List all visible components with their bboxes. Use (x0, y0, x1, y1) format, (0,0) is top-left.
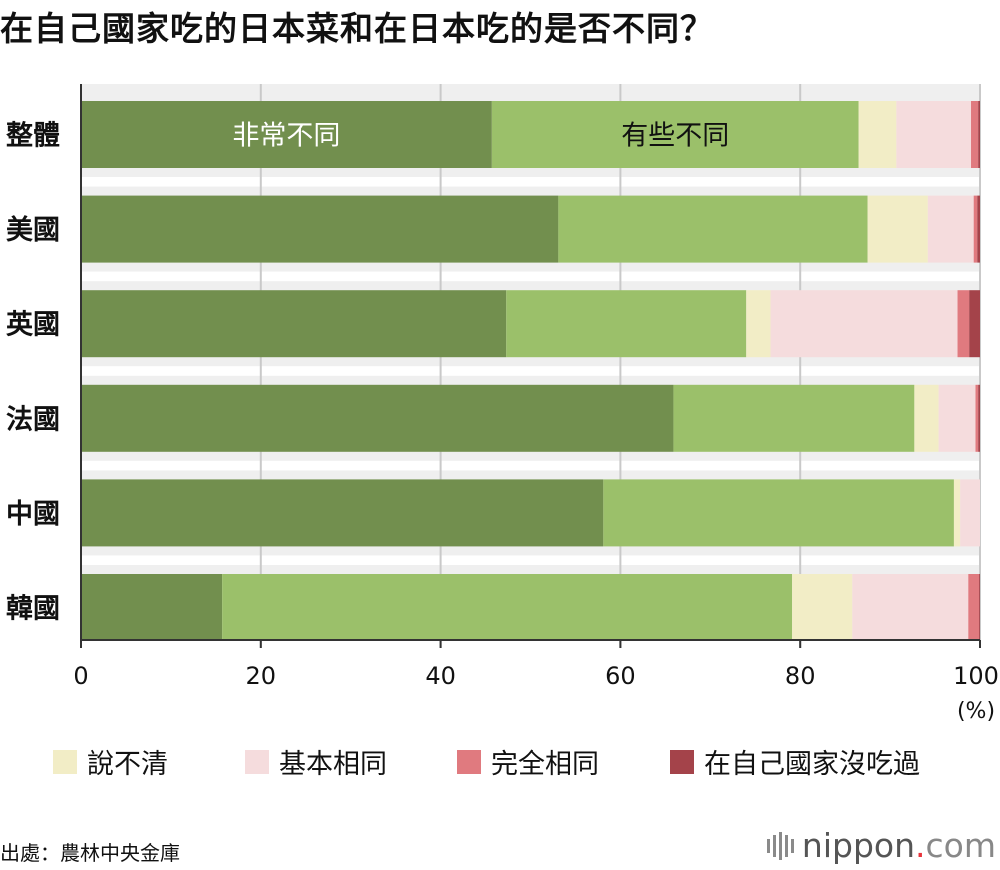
bar-segment (222, 574, 793, 641)
bar-segment (506, 290, 747, 358)
logo-dot: . (915, 826, 926, 865)
bar-segment (558, 195, 868, 263)
bar-segment (746, 290, 771, 358)
x-tick-label: 0 (73, 662, 88, 690)
row-separator (81, 460, 980, 471)
legend-swatch (53, 749, 77, 774)
category-label: 美國 (6, 214, 60, 246)
x-tick-label: 100 (953, 662, 999, 690)
logo-tail: com (925, 826, 996, 865)
legend-item-never-eaten: 在自己國家沒吃過 (670, 742, 920, 781)
x-tick-label: 80 (785, 662, 816, 690)
category-label: 韓國 (6, 594, 60, 625)
legend-item-mostly-same: 基本相同 (245, 742, 387, 781)
legend-item-unsure: 說不清 (53, 742, 168, 781)
row-separator (81, 555, 980, 565)
bar-segment (938, 384, 976, 452)
bar-segment (978, 101, 980, 168)
bar-segment (957, 290, 970, 358)
bar-segment (978, 384, 980, 452)
legend-label: 在自己國家沒吃過 (704, 749, 920, 780)
bar-segment (867, 195, 928, 263)
row-separator (81, 366, 980, 376)
legend-swatch (457, 749, 481, 774)
bar-segment (858, 101, 897, 168)
x-tick-label: 20 (246, 662, 277, 690)
source-note: 出處：農林中央金庫 (0, 841, 180, 865)
row-separator (81, 271, 980, 282)
row-separator (81, 177, 980, 187)
bar-segment (973, 195, 978, 263)
logo-text: nippon (801, 826, 916, 865)
category-label: 整體 (6, 121, 60, 152)
bar-segment (975, 384, 979, 452)
inline-series-label: 有些不同 (621, 121, 729, 152)
bar-segment (969, 290, 980, 358)
legend-label: 完全相同 (491, 749, 599, 780)
x-tick-label: 40 (425, 662, 456, 690)
bar-segment (673, 384, 915, 452)
bar-segment (852, 574, 969, 641)
bar-segment (81, 574, 223, 641)
legend-swatch (670, 749, 694, 774)
bar-segment (979, 574, 980, 641)
bar-segment (960, 479, 980, 547)
bar-segment (971, 101, 979, 168)
plot-background (81, 84, 980, 640)
bar-segment (81, 384, 674, 452)
x-axis-unit: (%) (957, 699, 995, 724)
bar-segment (792, 574, 853, 641)
legend: 說不清 基本相同 完全相同 在自己國家沒吃過 (0, 742, 1000, 782)
legend-swatch (245, 749, 269, 774)
bar-segment (81, 195, 559, 263)
bar-segment (81, 101, 492, 168)
bar-segment (968, 574, 980, 641)
legend-label: 基本相同 (279, 749, 387, 780)
nippon-logo: nippon. com (766, 826, 996, 865)
bar-segment (81, 290, 507, 358)
bar-segment (81, 479, 604, 547)
bar-segment (770, 290, 958, 358)
bar-segment (896, 101, 972, 168)
category-label: 中國 (6, 499, 60, 530)
bar-segment (491, 101, 859, 168)
chart-title: 在自己國家吃的日本菜和在日本吃的是否不同？ (0, 9, 714, 48)
legend-item-exactly-same: 完全相同 (457, 742, 599, 781)
bar-segment (953, 479, 961, 547)
category-label: 法國 (6, 404, 60, 435)
bar-segment (914, 384, 939, 452)
bar-segment (927, 195, 974, 263)
bar-segment (603, 479, 954, 547)
legend-label: 說不清 (87, 749, 168, 780)
bar-segment (977, 195, 980, 263)
logo-bars-icon (766, 831, 794, 860)
category-label: 英國 (6, 310, 60, 341)
x-tick-label: 60 (605, 662, 636, 690)
inline-series-label: 非常不同 (232, 121, 340, 152)
